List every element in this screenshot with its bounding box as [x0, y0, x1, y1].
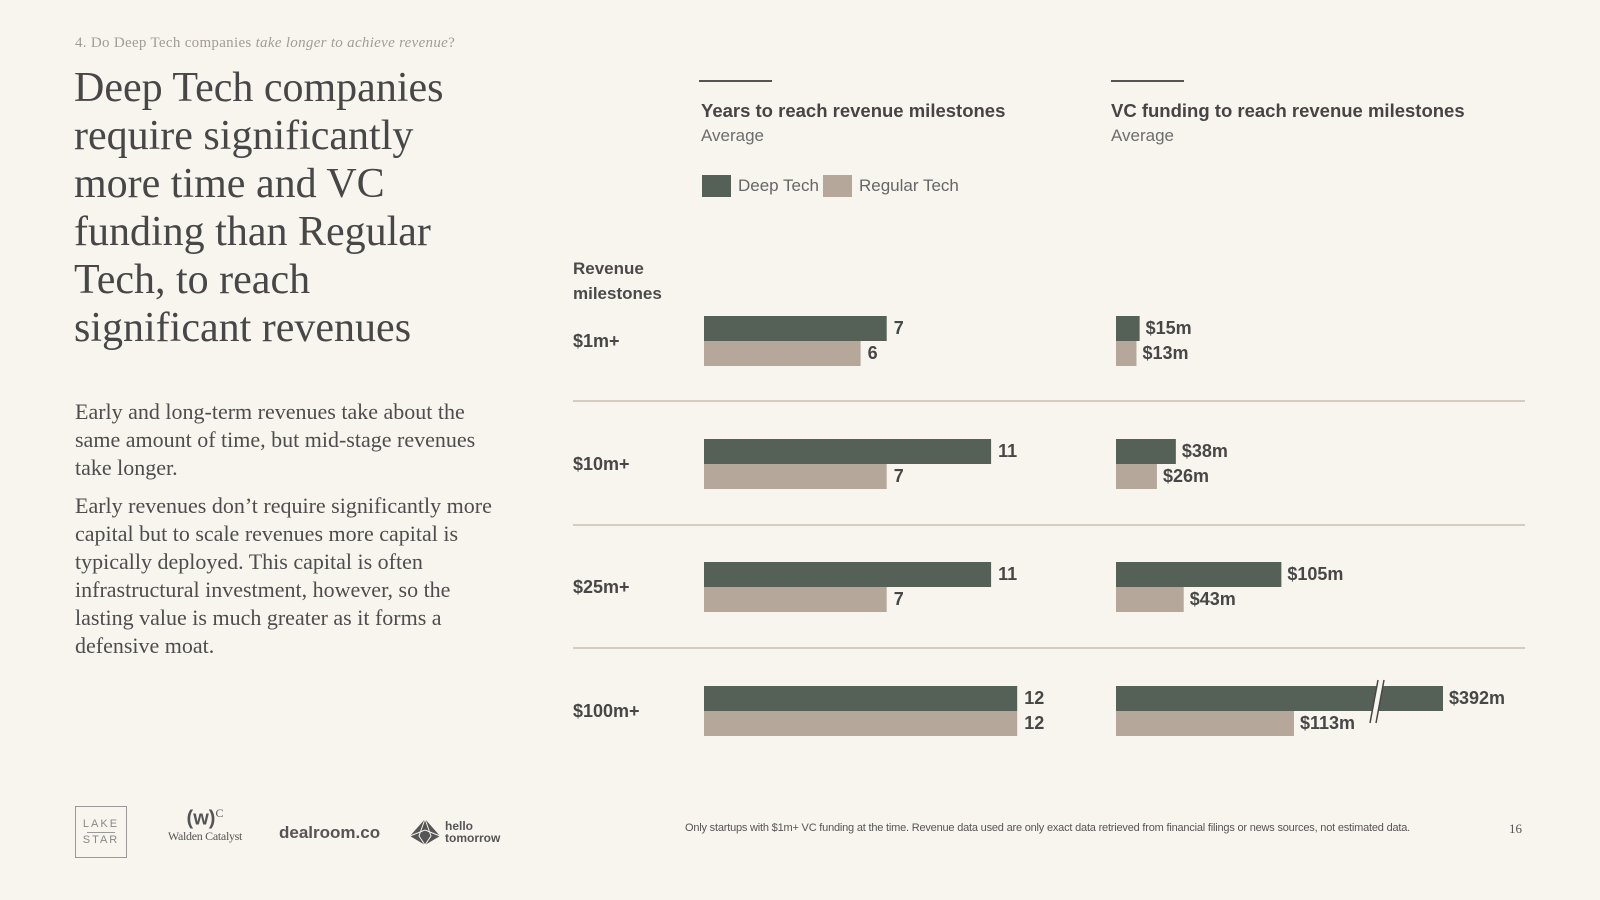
years-bar-deep-tech: [704, 686, 1018, 711]
years-bar-deep-tech: [704, 439, 992, 464]
walden-mark: (w)C: [160, 806, 250, 831]
funding-value-label-deep-tech: $38m: [1182, 441, 1228, 461]
funding-value-label-regular-tech: $26m: [1163, 466, 1209, 486]
section-title-suffix: ?: [448, 35, 456, 51]
legend-label-deep-tech: Deep Tech: [738, 176, 819, 195]
lakestar-logo-divider: [87, 832, 115, 833]
footnote: Only startups with $1m+ VC funding at th…: [685, 822, 1411, 834]
funding-value-label-regular-tech: $43m: [1190, 589, 1236, 609]
years-value-label-deep-tech: 11: [998, 441, 1017, 461]
walden-name: Walden Catalyst: [167, 828, 243, 843]
lakestar-logo: LAKE STAR: [75, 806, 127, 858]
chart2-subtitle: Average: [1111, 126, 1175, 145]
years-value-label-regular-tech: 7: [894, 589, 904, 609]
dealroom-logo: dealroom.co: [279, 823, 381, 842]
years-bar-deep-tech: [704, 562, 992, 587]
walden-mark-text: (w): [186, 807, 216, 830]
body-paragraph-1: Early and long-term revenues take about …: [75, 399, 476, 480]
axis-break-mark: [1369, 679, 1379, 724]
hello-tomorrow-line1: hello: [445, 819, 474, 833]
years-bar-regular-tech: [704, 587, 887, 612]
legend-swatch-regular-tech: [823, 175, 852, 197]
chart1-title-rule: [699, 80, 772, 82]
section-title-italic: take longer to achieve revenue: [255, 35, 449, 51]
walden-catalyst-logo: (w)C Walden Catalyst: [160, 806, 250, 844]
lakestar-logo-line1: LAKE: [82, 818, 120, 830]
funding-value-label-regular-tech: $13m: [1142, 343, 1188, 363]
years-value-label-regular-tech: 12: [1024, 713, 1044, 733]
funding-value-label-regular-tech: $113m: [1300, 713, 1355, 733]
hello-tomorrow-line2: tomorrow: [445, 831, 501, 845]
funding-value-label-deep-tech: $105m: [1287, 564, 1343, 584]
funding-bar-deep-tech: [1116, 439, 1176, 464]
chart2-title-rule: [1111, 80, 1184, 82]
page-number: 16: [1509, 821, 1522, 836]
funding-bar-regular-tech: [1116, 587, 1184, 612]
years-bar-regular-tech: [704, 464, 887, 489]
section-title-text: 4. Do Deep Tech companies: [75, 35, 256, 51]
headline: Deep Tech companies require significantl…: [74, 65, 444, 351]
funding-value-label-deep-tech: $15m: [1146, 318, 1192, 338]
funding-bar-regular-tech: [1116, 464, 1157, 489]
years-value-label-deep-tech: 12: [1024, 688, 1044, 708]
years-bar-regular-tech: [704, 341, 861, 366]
axis-break-mark: [1375, 679, 1385, 724]
body-paragraph-2: Early revenues don’t require significant…: [75, 493, 492, 658]
years-bar-deep-tech: [704, 316, 887, 341]
funding-bar-deep-tech: [1116, 562, 1282, 587]
funding-bar-deep-tech: [1116, 316, 1140, 341]
funding-value-label-deep-tech: $392m: [1449, 688, 1505, 708]
hello-tomorrow-gem-icon: [409, 818, 441, 846]
lakestar-logo-line2: STAR: [82, 834, 120, 846]
funding-bar-regular-tech: [1116, 341, 1137, 366]
years-value-label-regular-tech: 6: [868, 343, 878, 363]
legend-swatch-deep-tech: [702, 175, 731, 197]
years-value-label-deep-tech: 7: [894, 318, 904, 338]
section-title: 4. Do Deep Tech companies take longer to…: [75, 35, 455, 52]
chart1-subtitle: Average: [701, 126, 765, 145]
milestone-label: $25m+: [573, 577, 630, 597]
funding-bar-deep-tech: [1116, 686, 1443, 711]
legend-label-regular-tech: Regular Tech: [859, 176, 959, 195]
years-value-label-regular-tech: 7: [894, 466, 904, 486]
chart2-title: VC funding to reach revenue milestones: [1111, 100, 1465, 121]
milestone-label: $10m+: [573, 454, 630, 474]
years-value-label-deep-tech: 11: [998, 564, 1017, 584]
axis-break-gap: [1370, 680, 1384, 723]
milestone-label: $100m+: [573, 701, 640, 721]
years-bar-regular-tech: [704, 711, 1018, 736]
milestone-label: $1m+: [573, 331, 620, 351]
walden-mark-sup: C: [215, 806, 224, 820]
funding-bar-regular-tech: [1116, 711, 1294, 736]
chart1-title: Years to reach revenue milestones: [701, 100, 1006, 121]
revenue-milestones-header: Revenue milestones: [573, 259, 662, 303]
